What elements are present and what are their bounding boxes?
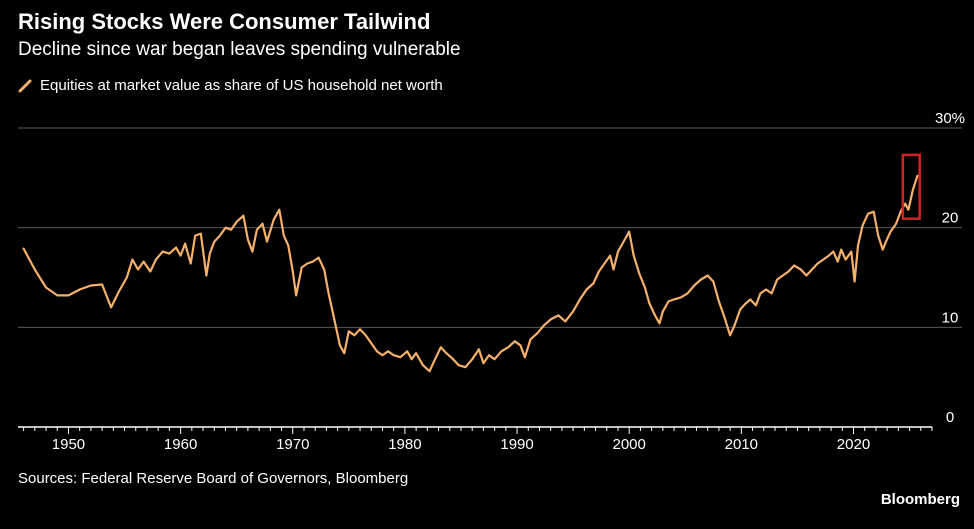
chart-subtitle: Decline since war began leaves spending …	[18, 39, 461, 60]
series-line-0	[22, 174, 919, 373]
x-tick-label: 1980	[388, 436, 421, 453]
legend-label: Equities at market value as share of US …	[40, 77, 443, 94]
legend-line-icon	[18, 79, 32, 92]
x-tick-label: 1960	[164, 436, 197, 453]
y-tick-label: 10	[942, 309, 959, 326]
highlight-box	[901, 153, 921, 220]
legend: Equities at market value as share of US …	[18, 77, 443, 94]
x-tick-label: 2000	[613, 436, 646, 453]
chart-title: Rising Stocks Were Consumer Tailwind	[18, 9, 431, 34]
source-note: Sources: Federal Reserve Board of Govern…	[18, 470, 409, 487]
x-tick-label: 1990	[500, 436, 533, 453]
x-tick-label: 2020	[837, 436, 870, 453]
bloomberg-logo: Bloomberg	[880, 491, 960, 508]
x-tick-label: 1970	[276, 436, 309, 453]
x-tick-label: 2010	[725, 436, 758, 453]
y-tick-label: 30%	[935, 110, 965, 127]
y-tick-label: 0	[946, 409, 954, 426]
x-tick-label: 1950	[52, 436, 85, 453]
y-tick-label: 20	[942, 210, 959, 227]
